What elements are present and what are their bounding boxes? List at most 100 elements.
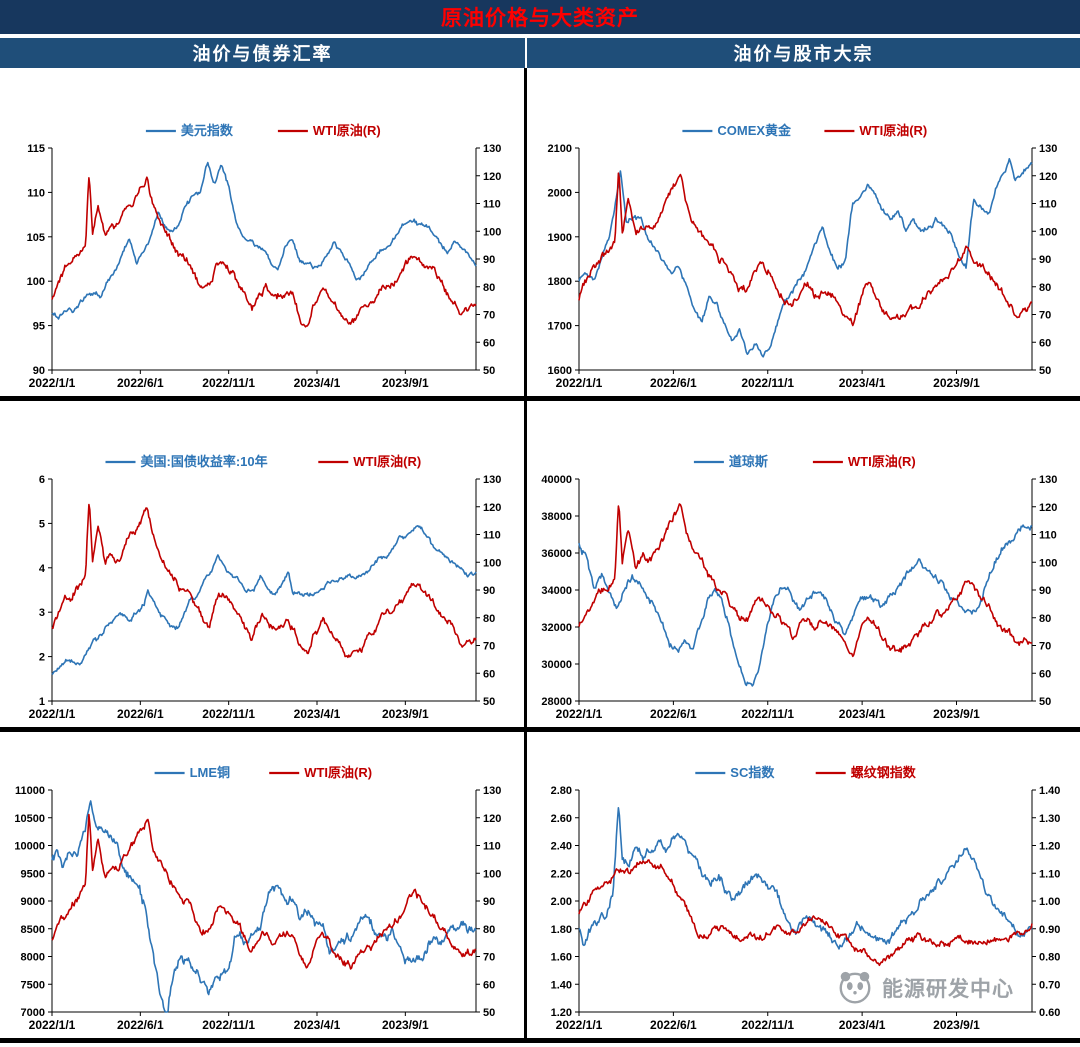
svg-text:50: 50 [483,365,495,377]
svg-text:2022/11/1: 2022/11/1 [741,707,794,721]
svg-text:2022/1/1: 2022/1/1 [29,376,76,390]
panel-dow-jones-vs-wti: 28000 30000 32000 34000 36000 38000 40000 50 60 7… [527,401,1080,727]
svg-text:2022/6/1: 2022/6/1 [117,707,164,721]
svg-text:0.60: 0.60 [1039,1007,1060,1019]
svg-text:道琼斯: 道琼斯 [729,454,768,469]
svg-text:WTI原油(R): WTI原油(R) [353,454,421,469]
chart-us10y-vs-wti: 1 2 3 4 5 6 50 60 70 80 90 100 110 120 130 2022/1/1 2022… [0,445,524,727]
svg-text:28000: 28000 [541,696,572,708]
svg-text:90: 90 [1039,585,1051,597]
svg-text:90: 90 [1039,254,1051,266]
svg-text:1700: 1700 [548,321,572,333]
svg-text:2022/11/1: 2022/11/1 [202,707,255,721]
svg-text:90: 90 [483,585,495,597]
panel-us10y-vs-wti: 1 2 3 4 5 6 50 60 70 80 90 100 110 120 130 2022/1/1 2022… [0,401,527,727]
svg-text:3: 3 [39,607,45,619]
svg-text:2.60: 2.60 [551,813,572,825]
svg-text:60: 60 [483,979,495,991]
svg-text:7000: 7000 [21,1007,45,1019]
svg-text:美国:国债收益率:10年: 美国:国债收益率:10年 [141,454,268,469]
svg-text:SC指数: SC指数 [730,765,775,780]
svg-text:5: 5 [39,518,45,530]
svg-text:9000: 9000 [21,896,45,908]
watermark: 能源研发中心 [836,969,1014,1007]
panel-sc-vs-rebar: 1.20 1.40 1.60 1.80 2.00 2.20 2.40 2.60 2.80 0.60… [527,732,1080,1038]
svg-text:70: 70 [1039,310,1051,322]
svg-text:115: 115 [27,143,45,155]
svg-text:80: 80 [483,613,495,625]
svg-text:2023/4/1: 2023/4/1 [294,376,341,390]
svg-text:100: 100 [483,557,501,569]
svg-text:50: 50 [1039,696,1051,708]
svg-text:32000: 32000 [541,622,572,634]
svg-text:90: 90 [483,896,495,908]
svg-text:2022/11/1: 2022/11/1 [741,376,794,390]
svg-text:2022/6/1: 2022/6/1 [117,376,164,390]
svg-text:0.80: 0.80 [1039,952,1060,964]
panel-usd-index-vs-wti: 90 95 100 105 110 115 50 60 70 80 90 100 110 120 130 20… [0,68,527,396]
svg-text:105: 105 [27,232,45,244]
svg-text:WTI原油(R): WTI原油(R) [313,123,381,138]
svg-text:1.30: 1.30 [1039,813,1060,825]
svg-text:130: 130 [1039,474,1057,486]
svg-text:80: 80 [1039,282,1051,294]
column-headers: 油价与债券汇率 油价与股市大宗 [0,38,1080,68]
svg-text:60: 60 [1039,668,1051,680]
svg-text:10500: 10500 [14,813,45,825]
svg-text:0.70: 0.70 [1039,979,1060,991]
svg-text:10000: 10000 [14,841,45,853]
svg-text:110: 110 [1039,530,1057,542]
svg-text:110: 110 [483,199,501,211]
svg-text:70: 70 [1039,641,1051,653]
svg-text:2.40: 2.40 [551,841,572,853]
svg-text:7500: 7500 [21,979,45,991]
svg-text:2022/11/1: 2022/11/1 [202,376,255,390]
svg-text:8500: 8500 [21,924,45,936]
svg-text:2022/1/1: 2022/1/1 [29,1018,76,1032]
svg-text:LME铜: LME铜 [190,765,230,780]
svg-text:110: 110 [27,187,45,199]
svg-text:8000: 8000 [21,952,45,964]
svg-text:120: 120 [1039,502,1057,514]
page-title: 原油价格与大类资产 [441,7,639,30]
svg-text:90: 90 [483,254,495,266]
svg-text:1.80: 1.80 [551,924,572,936]
svg-text:110: 110 [483,530,501,542]
svg-text:美元指数: 美元指数 [181,123,234,138]
svg-text:95: 95 [33,321,45,333]
svg-text:130: 130 [483,474,501,486]
svg-text:130: 130 [483,143,501,155]
svg-text:60: 60 [483,337,495,349]
page-title-bar: 原油价格与大类资产 [0,0,1080,34]
svg-text:WTI原油(R): WTI原油(R) [848,454,916,469]
svg-text:100: 100 [483,226,501,238]
svg-text:1.60: 1.60 [551,952,572,964]
svg-text:38000: 38000 [541,511,572,523]
svg-text:40000: 40000 [541,474,572,486]
svg-text:2022/1/1: 2022/1/1 [556,707,603,721]
watermark-text: 能源研发中心 [882,978,1014,1001]
svg-text:1: 1 [39,696,45,708]
svg-text:2023/9/1: 2023/9/1 [933,376,980,390]
svg-text:WTI原油(R): WTI原油(R) [859,123,927,138]
svg-text:1.40: 1.40 [1039,785,1060,797]
panel-lme-copper-vs-wti: 7000 7500 8000 8500 9000 9500 10000 10500 11000 5… [0,732,527,1038]
svg-text:50: 50 [1039,365,1051,377]
svg-text:70: 70 [483,641,495,653]
svg-text:100: 100 [483,868,501,880]
svg-text:50: 50 [483,696,495,708]
svg-text:2023/9/1: 2023/9/1 [382,376,429,390]
svg-text:2022/6/1: 2022/6/1 [650,376,697,390]
svg-text:2022/11/1: 2022/11/1 [202,1018,255,1032]
svg-text:36000: 36000 [541,548,572,560]
svg-text:80: 80 [483,282,495,294]
svg-text:120: 120 [483,813,501,825]
svg-text:110: 110 [1039,199,1057,211]
svg-text:60: 60 [483,668,495,680]
svg-text:2022/1/1: 2022/1/1 [556,1018,603,1032]
svg-text:2023/4/1: 2023/4/1 [294,1018,341,1032]
svg-text:2023/4/1: 2023/4/1 [294,707,341,721]
svg-text:80: 80 [483,924,495,936]
svg-text:90: 90 [33,365,45,377]
svg-text:螺纹钢指数: 螺纹钢指数 [851,765,917,780]
